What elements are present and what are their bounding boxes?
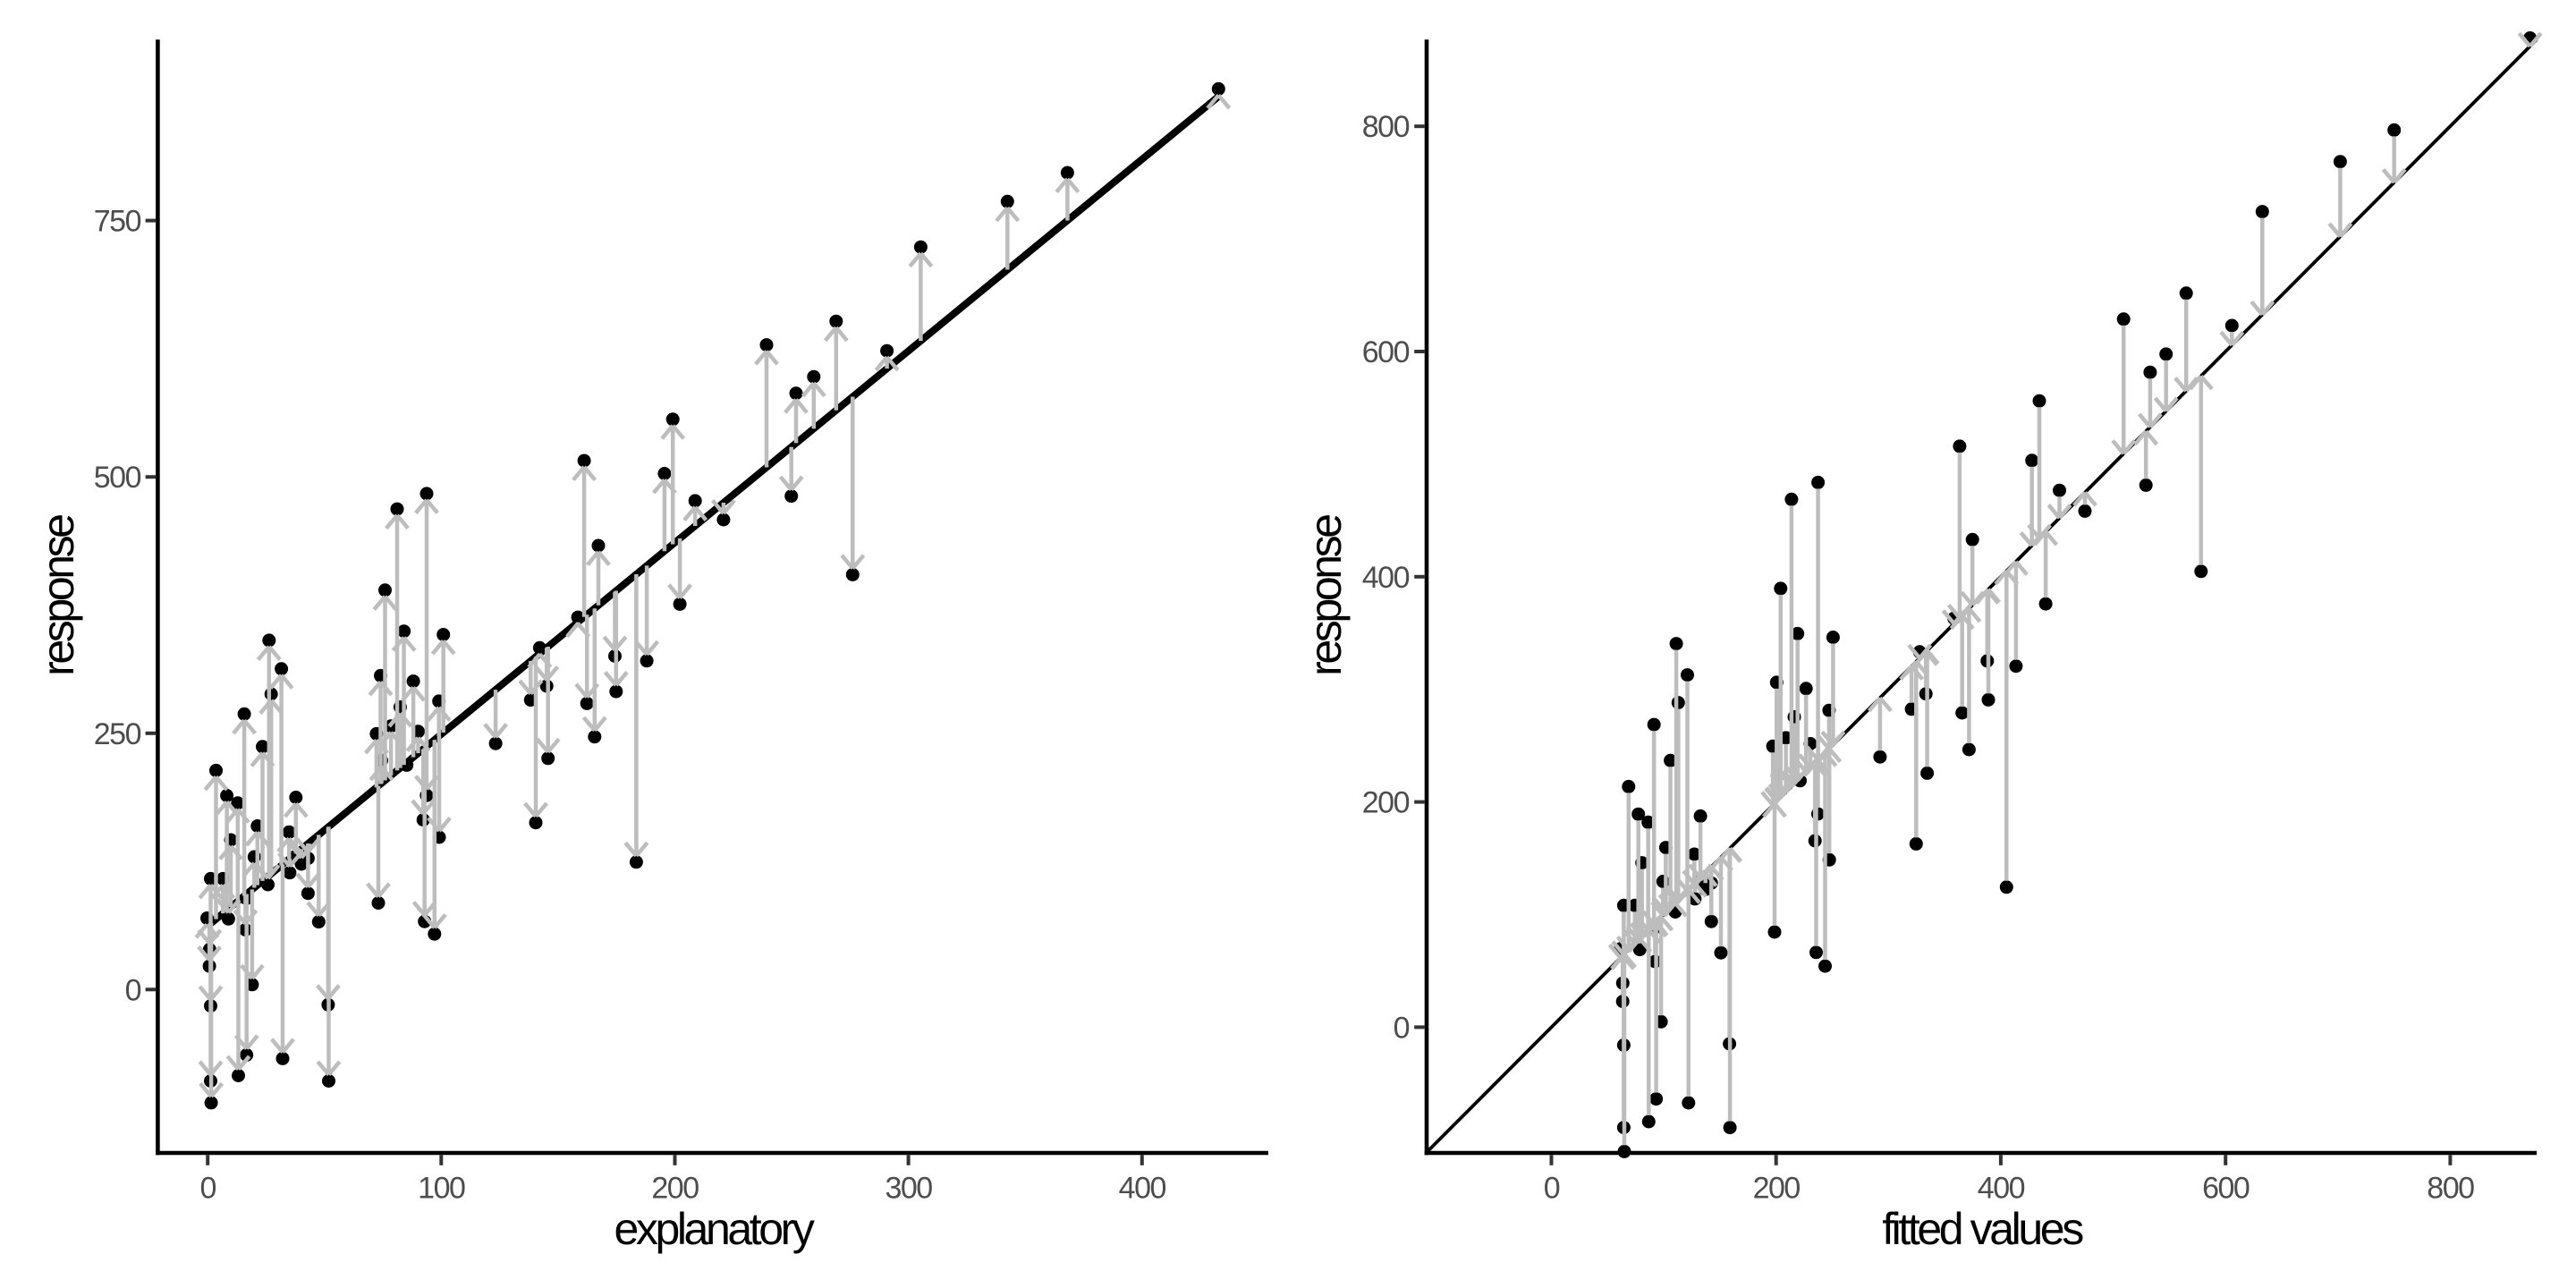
svg-text:response: response: [1301, 515, 1351, 676]
svg-text:200: 200: [1362, 786, 1410, 820]
svg-text:500: 500: [94, 461, 141, 495]
svg-text:800: 800: [1362, 110, 1410, 144]
svg-text:explanatory: explanatory: [614, 1204, 814, 1254]
svg-text:600: 600: [1362, 335, 1410, 369]
svg-text:750: 750: [94, 205, 141, 239]
svg-text:400: 400: [1119, 1172, 1166, 1206]
svg-text:250: 250: [94, 717, 141, 751]
svg-text:200: 200: [651, 1172, 699, 1206]
svg-text:100: 100: [418, 1172, 465, 1206]
svg-text:fitted values: fitted values: [1882, 1204, 2083, 1254]
svg-text:200: 200: [1753, 1172, 1801, 1206]
svg-text:600: 600: [2202, 1172, 2250, 1206]
svg-text:0: 0: [199, 1172, 216, 1206]
svg-text:400: 400: [1978, 1172, 2025, 1206]
svg-text:0: 0: [1394, 1011, 1410, 1045]
svg-text:800: 800: [2427, 1172, 2474, 1206]
svg-text:0: 0: [1544, 1172, 1560, 1206]
svg-text:300: 300: [885, 1172, 932, 1206]
svg-text:0: 0: [125, 973, 141, 1007]
svg-text:400: 400: [1362, 561, 1410, 595]
svg-text:response: response: [33, 515, 83, 676]
